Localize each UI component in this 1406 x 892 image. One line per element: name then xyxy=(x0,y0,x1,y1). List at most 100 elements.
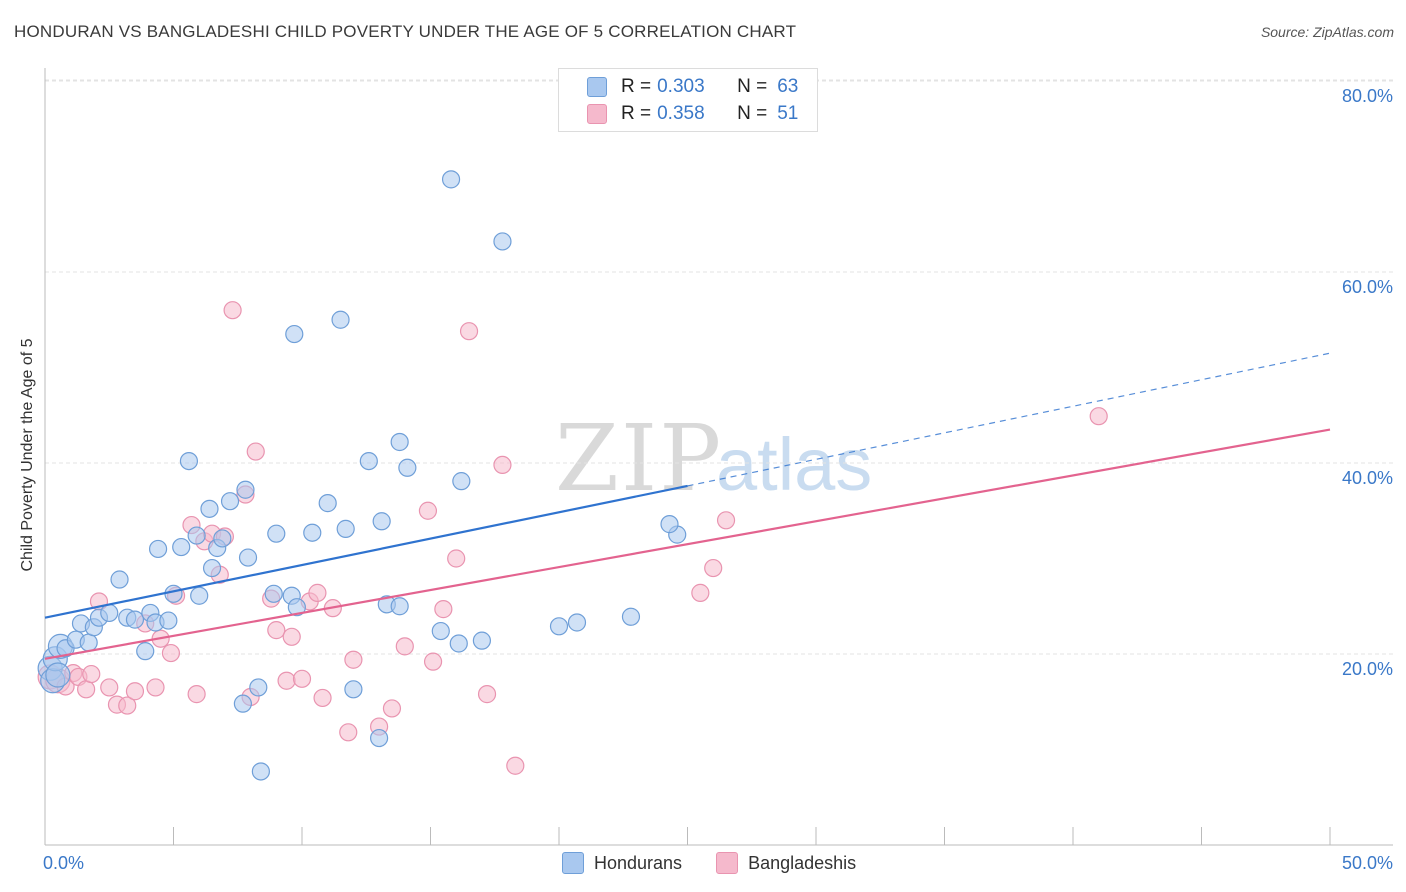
honduran-point xyxy=(370,728,389,748)
honduran-point xyxy=(45,662,71,688)
honduran-point xyxy=(159,611,178,630)
honduran-point xyxy=(372,512,391,531)
honduran-point xyxy=(359,451,378,471)
legend-r-label: R = xyxy=(621,103,652,124)
honduran-point xyxy=(493,232,512,251)
honduran-point xyxy=(660,515,679,534)
honduran-point xyxy=(390,432,409,452)
legend-n-label: N = xyxy=(737,76,768,97)
honduran-point xyxy=(164,584,183,603)
honduran-point xyxy=(452,472,471,491)
bangladeshi-point xyxy=(477,685,497,704)
legend-n-label: N = xyxy=(737,103,768,124)
honduran-point xyxy=(264,584,283,603)
honduran-point xyxy=(318,494,337,513)
bangladeshi-point xyxy=(161,643,181,663)
honduran-point xyxy=(202,558,222,578)
bangladeshi-point xyxy=(246,442,265,461)
bangladeshi-point xyxy=(125,682,145,701)
honduran-point xyxy=(549,617,569,636)
legend-r-value: 0.358 xyxy=(657,103,705,124)
honduran-point xyxy=(172,537,191,557)
y-tick-label: 20.0% xyxy=(1342,659,1393,679)
legend-row-bangladeshis: R = 0.358 N = 51 xyxy=(587,102,798,126)
bangladeshi-trendline xyxy=(44,428,1331,660)
bangladeshi-point xyxy=(118,696,137,715)
honduran-point xyxy=(148,539,168,559)
bangladeshi-point xyxy=(704,558,723,578)
correlation-legend: R = 0.303 N = 63 R = 0.358 N = 51 xyxy=(558,68,818,132)
legend-r-value: 0.303 xyxy=(657,76,705,97)
bangladeshi-point xyxy=(434,600,453,619)
legend-item-bangladeshis[interactable]: Bangladeshis xyxy=(716,852,856,874)
bangladeshi-point xyxy=(459,322,479,341)
bangladeshi-point xyxy=(308,583,327,602)
bangladeshi-point xyxy=(1089,407,1108,426)
watermark-zip: ZIP xyxy=(555,405,723,512)
bangladeshi-point xyxy=(395,637,414,656)
bangladeshi-point xyxy=(187,685,206,704)
legend-swatch-hondurans xyxy=(587,77,607,97)
honduran-point xyxy=(449,634,468,653)
bangladeshi-point xyxy=(100,678,119,697)
bangladeshi-point xyxy=(423,652,443,671)
honduran-point xyxy=(431,621,450,641)
bangladeshi-point xyxy=(292,669,312,688)
series-legend: Hondurans Bangladeshis xyxy=(562,852,890,874)
honduran-point xyxy=(179,451,199,471)
legend-n-value: 51 xyxy=(777,103,799,124)
legend-swatch-bangladeshis xyxy=(716,852,739,874)
honduran-point xyxy=(220,492,240,511)
honduran-point xyxy=(251,762,270,781)
honduran-point xyxy=(331,310,350,329)
bangladeshi-point xyxy=(418,501,438,520)
chart-title: HONDURAN VS BANGLADESHI CHILD POVERTY UN… xyxy=(14,22,797,41)
bangladeshi-point xyxy=(382,699,402,718)
bangladeshi-point xyxy=(344,650,363,669)
bangladeshi-point xyxy=(277,671,296,690)
honduran-point xyxy=(336,519,355,538)
bangladeshi-point xyxy=(77,680,96,699)
honduran-point xyxy=(213,529,232,548)
bangladeshi-point xyxy=(691,583,710,602)
honduran-point xyxy=(621,607,641,626)
honduran-point xyxy=(390,597,409,616)
legend-label-bangladeshis: Bangladeshis xyxy=(748,852,857,873)
bangladeshi-point xyxy=(447,549,466,568)
source-label: Source: ZipAtlas.com xyxy=(1260,24,1394,40)
legend-swatch-bangladeshis xyxy=(587,104,607,124)
y-tick-label: 80.0% xyxy=(1342,86,1393,106)
bangladeshi-point xyxy=(82,664,101,684)
legend-n-value: 63 xyxy=(777,76,799,97)
bangladeshi-point xyxy=(146,678,165,697)
honduran-point xyxy=(344,680,363,699)
honduran-point xyxy=(200,499,219,518)
honduran-point xyxy=(110,570,129,589)
watermark-atlas: atlas xyxy=(716,423,872,506)
honduran-point xyxy=(441,170,461,189)
honduran-point xyxy=(249,678,268,697)
honduran-point xyxy=(567,613,587,632)
y-tick-label: 60.0% xyxy=(1342,277,1393,297)
legend-swatch-hondurans xyxy=(562,852,584,874)
bangladeshi-point xyxy=(313,688,332,708)
y-tick-label: 40.0% xyxy=(1342,468,1393,488)
x-tick-label: 0.0% xyxy=(43,853,84,873)
bangladeshi-point xyxy=(506,756,525,775)
honduran-point xyxy=(187,526,206,545)
honduran-point xyxy=(285,324,304,344)
honduran-point xyxy=(100,603,119,623)
honduran-point xyxy=(136,642,155,661)
honduran-point xyxy=(238,548,258,567)
bangladeshi-point xyxy=(339,723,358,742)
bangladeshi-point xyxy=(493,455,512,475)
honduran-point xyxy=(472,631,491,650)
legend-row-hondurans: R = 0.303 N = 63 xyxy=(587,75,798,99)
bangladeshi-point xyxy=(282,627,301,646)
honduran-point xyxy=(236,480,255,499)
legend-item-hondurans[interactable]: Hondurans xyxy=(562,852,682,874)
legend-r-label: R = xyxy=(621,76,652,97)
honduran-point xyxy=(287,598,306,617)
honduran-point xyxy=(125,610,145,629)
